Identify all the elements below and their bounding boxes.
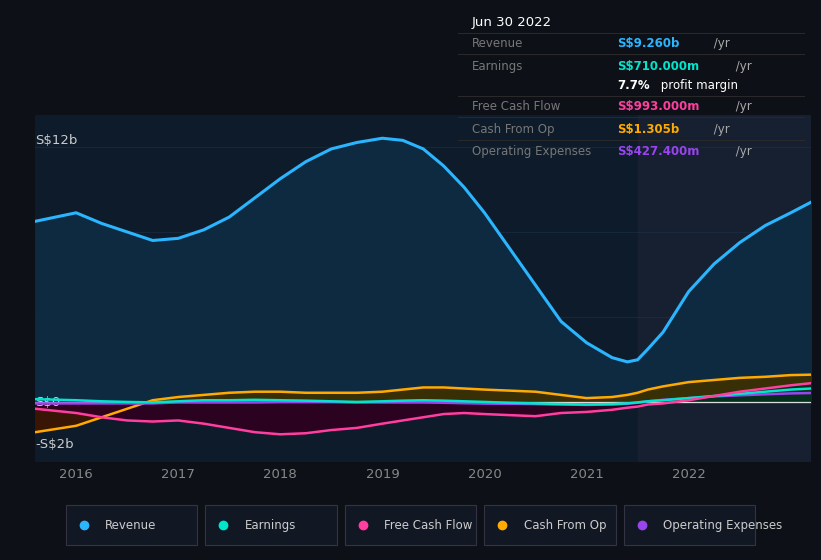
- Text: S$993.000m: S$993.000m: [617, 100, 699, 113]
- Text: /yr: /yr: [732, 100, 751, 113]
- Text: S$0: S$0: [35, 396, 61, 409]
- Text: Revenue: Revenue: [105, 519, 157, 532]
- FancyBboxPatch shape: [205, 505, 337, 545]
- Text: /yr: /yr: [732, 60, 751, 73]
- Text: -S$2b: -S$2b: [35, 438, 74, 451]
- Text: 7.7%: 7.7%: [617, 80, 650, 92]
- FancyBboxPatch shape: [484, 505, 616, 545]
- Text: /yr: /yr: [732, 146, 751, 158]
- Text: S$1.305b: S$1.305b: [617, 123, 680, 136]
- Text: profit margin: profit margin: [658, 80, 738, 92]
- Text: Operating Expenses: Operating Expenses: [472, 146, 591, 158]
- Text: Cash From Op: Cash From Op: [524, 519, 606, 532]
- Text: S$427.400m: S$427.400m: [617, 146, 699, 158]
- FancyBboxPatch shape: [345, 505, 476, 545]
- Text: Earnings: Earnings: [472, 60, 523, 73]
- Text: Jun 30 2022: Jun 30 2022: [472, 16, 552, 29]
- Text: /yr: /yr: [709, 38, 729, 50]
- Text: S$12b: S$12b: [35, 134, 78, 147]
- Text: Earnings: Earnings: [245, 519, 296, 532]
- Text: Operating Expenses: Operating Expenses: [663, 519, 782, 532]
- Text: S$9.260b: S$9.260b: [617, 38, 680, 50]
- Text: /yr: /yr: [709, 123, 729, 136]
- Text: Cash From Op: Cash From Op: [472, 123, 554, 136]
- Text: Revenue: Revenue: [472, 38, 523, 50]
- FancyBboxPatch shape: [624, 505, 755, 545]
- Text: Free Cash Flow: Free Cash Flow: [384, 519, 473, 532]
- Bar: [638, 115, 811, 462]
- Text: S$710.000m: S$710.000m: [617, 60, 699, 73]
- Text: Free Cash Flow: Free Cash Flow: [472, 100, 561, 113]
- FancyBboxPatch shape: [66, 505, 197, 545]
